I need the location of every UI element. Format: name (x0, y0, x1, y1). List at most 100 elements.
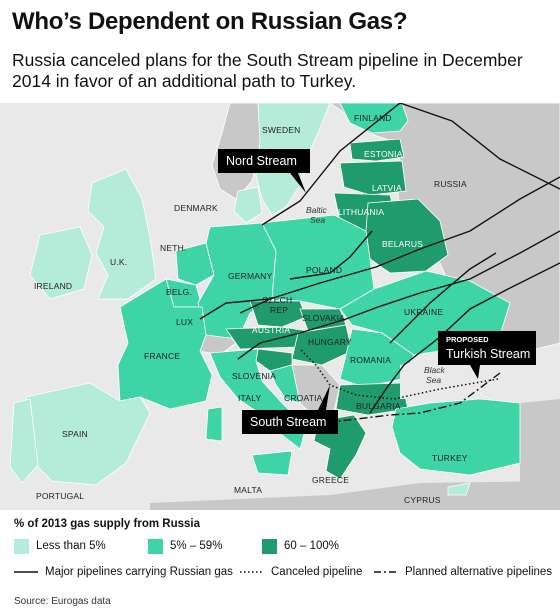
turkey-region (391, 398, 521, 476)
portugal-region (9, 398, 39, 484)
bulgaria-region (335, 382, 409, 416)
label-france: FRANCE (144, 351, 180, 361)
legend-item-planned: Planned alternative pipelines (374, 565, 552, 579)
label-romania: ROMANIA (350, 355, 391, 365)
south-stream-pointer (318, 385, 330, 410)
legend-label-canceled: Canceled pipeline (271, 566, 363, 578)
pipeline-ukraine-inner (389, 252, 497, 344)
nord-stream-label: Nord Stream (226, 154, 297, 168)
label-ukraine: UKRAINE (404, 307, 443, 317)
label-sweden: SWEDEN (262, 125, 301, 135)
latvia-region (339, 160, 407, 196)
label-estonia: ESTONIA (364, 149, 403, 159)
legend-item-high: 60 – 100% (262, 538, 339, 554)
pipeline-yamal (239, 176, 560, 314)
label-spain: SPAIN (62, 429, 88, 439)
nord-stream-callout: Nord Stream (218, 149, 310, 193)
legend-label-major: Major pipelines carrying Russian gas (45, 566, 233, 578)
label-poland: POLAND (306, 265, 342, 275)
romania-region (339, 328, 415, 388)
label-lithuania: LITHUANIA (338, 207, 384, 217)
label-slovakia: SLOVAKIA (302, 313, 345, 323)
label-italy: ITALY (238, 393, 261, 403)
label-ireland: IRELAND (34, 281, 72, 291)
turkish-stream-pointer (470, 365, 480, 379)
label-slovenia: SLOVENIA (232, 371, 276, 381)
legend-label-mid: 5% – 59% (170, 540, 223, 552)
label-germany: GERMANY (228, 271, 273, 281)
chart-subtitle: Russia canceled plans for the South Stre… (12, 50, 523, 91)
legend-item-canceled: Canceled pipeline (240, 565, 362, 579)
legend-line-canceled-icon (240, 571, 264, 573)
turkish-stream-callout: PROPOSED Turkish Stream (438, 331, 536, 379)
pipeline-north (399, 103, 560, 190)
legend-item-low: Less than 5% (14, 538, 106, 554)
label-bulgaria: BULGARIA (356, 401, 401, 411)
pipeline-germany-west (199, 298, 271, 320)
label-czech: CZECH (262, 295, 292, 305)
spain-region (25, 382, 151, 486)
croatia-region (269, 364, 301, 404)
label-turkey: TURKEY (432, 453, 468, 463)
south-stream-label: South Stream (250, 415, 326, 429)
sicily-region (251, 450, 293, 476)
legend-item-major: Major pipelines carrying Russian gas (14, 565, 233, 579)
ireland-region (29, 226, 93, 300)
legend-swatch-mid (148, 538, 163, 554)
uk-region (87, 168, 157, 300)
label-baltic-2: Sea (310, 215, 325, 225)
label-baltic-1: Baltic (306, 205, 328, 215)
south-stream-box (242, 410, 338, 434)
label-croatia: CROATIA (284, 393, 323, 403)
legend-label-low: Less than 5% (36, 540, 106, 552)
czech-region (249, 300, 307, 328)
nord-stream-pointer (290, 173, 306, 193)
hungary-region (291, 324, 353, 366)
cyprus-region (447, 482, 471, 496)
europe-map: FINLAND SWEDEN ESTONIA RUSSIA LATVIA LIT… (0, 103, 560, 510)
legend-label-planned: Planned alternative pipelines (405, 566, 553, 578)
label-neth: NETH. (160, 243, 187, 253)
label-belg: BELG. (166, 287, 192, 297)
middle-east-region (520, 399, 560, 483)
nord-stream-box (218, 149, 310, 173)
legend-title: % of 2013 gas supply from Russia (14, 518, 200, 530)
neth-region (175, 242, 215, 286)
legend-swatch-low (14, 538, 29, 554)
label-denmark: DENMARK (174, 203, 218, 213)
label-portugal: PORTUGAL (36, 491, 84, 501)
turkish-stream-label: Turkish Stream (446, 347, 530, 361)
label-lux: LUX (176, 317, 193, 327)
south-stream-callout: South Stream (242, 385, 338, 434)
label-finland: FINLAND (354, 113, 392, 123)
label-black-2: Sea (426, 375, 441, 385)
label-latvia: LATVIA (372, 183, 402, 193)
label-cyprus: CYPRUS (404, 495, 441, 505)
legend-line-major-icon (14, 571, 38, 573)
label-black-1: Black (424, 365, 446, 375)
pipeline-nord-stream (261, 103, 401, 226)
france-region (117, 278, 213, 410)
denmark-region (233, 186, 263, 224)
label-greece: GREECE (312, 475, 349, 485)
legend-item-mid: 5% – 59% (148, 538, 222, 554)
canceled-pipeline (299, 348, 499, 400)
source-note: Source: Eurogas data (14, 596, 111, 607)
pipeline-belarus (289, 230, 373, 280)
chart-title: Who’s Dependent on Russian Gas? (12, 8, 408, 35)
label-uk: U.K. (110, 257, 127, 267)
legend-label-high: 60 – 100% (284, 540, 339, 552)
turkish-stream-box (438, 331, 536, 365)
turkish-proposed-label: PROPOSED (446, 335, 489, 344)
label-malta: MALTA (234, 485, 262, 495)
legend-swatch-high (262, 538, 277, 554)
estonia-region (349, 138, 405, 162)
label-belarus: BELARUS (382, 239, 423, 249)
legend-line-planned-icon (374, 571, 398, 573)
sardinia-region (205, 406, 223, 442)
label-austria: AUSTRIA (252, 325, 290, 335)
label-rep: REP (270, 305, 288, 315)
label-hungary: HUNGARY (308, 337, 352, 347)
map-svg: FINLAND SWEDEN ESTONIA RUSSIA LATVIA LIT… (0, 103, 560, 510)
label-russia: RUSSIA (434, 179, 467, 189)
